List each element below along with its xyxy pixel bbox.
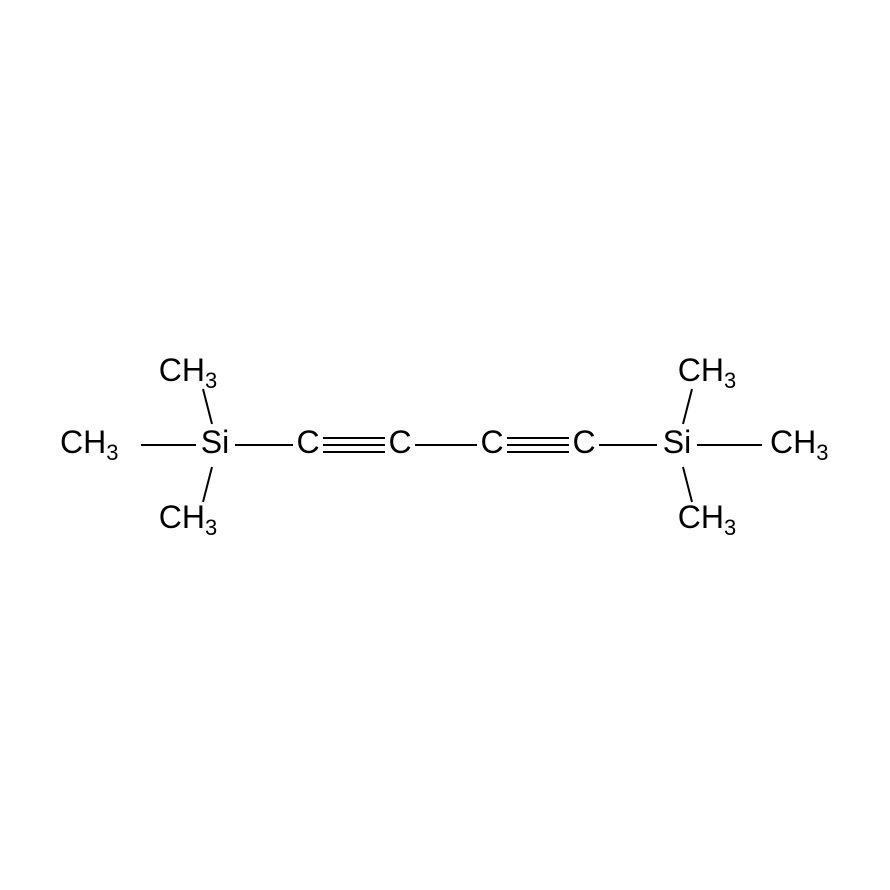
atom-c1: C [296, 424, 319, 460]
atom-subscript: 3 [724, 515, 736, 540]
atom-label: CH [678, 499, 724, 535]
atom-label: CH [770, 424, 816, 460]
atom-left_si: Si [201, 424, 229, 460]
atom-right_ch3_mid: CH3 [770, 424, 828, 464]
atom-label: Si [663, 424, 691, 460]
atom-label: C [388, 424, 411, 460]
atom-label: CH [159, 499, 205, 535]
atom-right_si: Si [663, 424, 691, 460]
atom-left_ch3_mid: CH3 [60, 424, 118, 464]
atom-label: C [572, 424, 595, 460]
atom-label: Si [201, 424, 229, 460]
atom-right_ch3_bot: CH3 [678, 499, 736, 539]
atom-subscript: 3 [816, 440, 828, 465]
atom-subscript: 3 [106, 440, 118, 465]
bond-left-ch3bot-si [203, 467, 212, 502]
bond-right-si-ch3bot [683, 467, 692, 502]
atom-c4: C [572, 424, 595, 460]
atom-c3: C [480, 424, 503, 460]
molecule-diagram: CH3CH3CH3SiCCCCSiCH3CH3CH3 [0, 0, 890, 890]
atom-label: CH [159, 352, 205, 388]
atom-label: CH [60, 424, 106, 460]
atom-label: CH [678, 352, 724, 388]
bond-left-ch3top-si [203, 389, 212, 424]
atom-right_ch3_top: CH3 [678, 352, 736, 392]
atom-left_ch3_top: CH3 [159, 352, 217, 392]
atom-label: C [480, 424, 503, 460]
atom-c2: C [388, 424, 411, 460]
bond-right-si-ch3top [683, 389, 692, 424]
atom-label: C [296, 424, 319, 460]
atom-subscript: 3 [724, 368, 736, 393]
atom-subscript: 3 [205, 515, 217, 540]
atom-subscript: 3 [205, 368, 217, 393]
atom-left_ch3_bot: CH3 [159, 499, 217, 539]
